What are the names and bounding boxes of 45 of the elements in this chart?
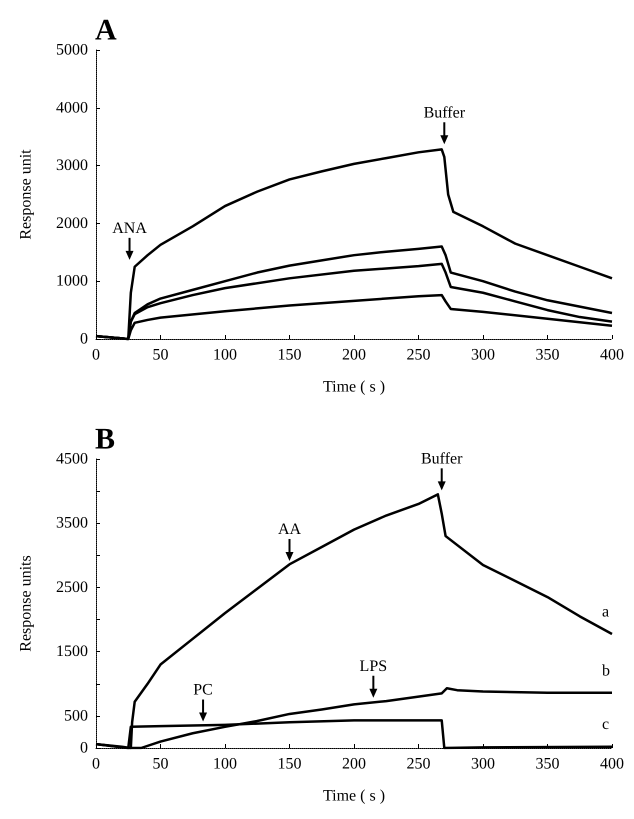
x-tick-label: 300 (471, 346, 495, 364)
y-tick-label: 2000 (56, 214, 88, 232)
x-tick-label: 400 (600, 756, 624, 772)
series-label: a (602, 604, 610, 621)
series-label: b (602, 662, 610, 680)
x-tick-label: 150 (278, 756, 302, 772)
y-tick-label: 500 (64, 707, 88, 724)
y-axis-title: Response unit (18, 148, 34, 240)
y-tick-label: 4000 (56, 99, 88, 116)
x-axis-title: Time ( s ) (322, 378, 386, 396)
y-tick-label: 1500 (56, 643, 88, 660)
annotation: Buffer (420, 450, 464, 468)
y-tick-label: 3500 (56, 514, 88, 532)
y-tick-label: 5000 (56, 42, 88, 58)
y-axis-title: Response units (18, 555, 34, 652)
x-tick-label: 50 (152, 346, 168, 364)
y-tick-label: 2500 (56, 578, 88, 596)
annotation: AA (278, 520, 302, 538)
x-tick-label: 300 (471, 756, 495, 772)
chart-title: B (95, 422, 116, 456)
chart-title: A (95, 14, 117, 46)
x-tick-label: 0 (92, 756, 100, 772)
x-tick-label: 150 (278, 346, 302, 364)
x-tick-label: 200 (342, 346, 366, 364)
x-tick-label: 350 (536, 346, 560, 364)
y-tick-label: 3000 (56, 157, 88, 174)
annotation: Buffer (424, 104, 466, 122)
y-tick-label: 0 (80, 330, 88, 348)
y-tick-label: 1000 (56, 272, 88, 290)
annotation: PC (193, 682, 213, 699)
x-tick-label: 250 (406, 346, 430, 364)
annotation: ANA (112, 220, 148, 237)
series-label: c (602, 716, 610, 734)
x-tick-label: 350 (536, 756, 560, 772)
x-tick-label: 0 (92, 346, 100, 364)
x-tick-label: 200 (342, 756, 366, 772)
x-tick-label: 250 (406, 756, 430, 772)
x-axis-title: Time ( s ) (322, 788, 386, 804)
x-tick-label: 400 (600, 346, 624, 364)
annotation: LPS (360, 658, 388, 675)
x-tick-label: 100 (213, 346, 237, 364)
y-tick-label: 4500 (56, 450, 88, 468)
x-tick-label: 50 (152, 756, 168, 772)
x-tick-label: 100 (213, 756, 237, 772)
y-tick-label: 0 (80, 740, 88, 756)
